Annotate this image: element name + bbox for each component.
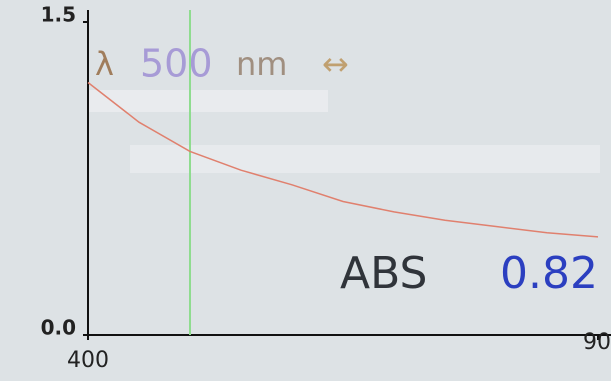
readout-value: 0.82 <box>500 248 598 299</box>
y-tick-label: 0.0 <box>41 316 76 340</box>
y-tick-label: 1.5 <box>41 3 76 27</box>
glare <box>130 145 600 173</box>
x-tick-label: 90 <box>583 330 611 355</box>
marker-value: 500 <box>140 42 213 86</box>
marker-arrow: ↔ <box>322 45 349 83</box>
marker-symbol: λ <box>95 45 114 83</box>
x-tick-label: 400 <box>67 348 109 373</box>
screen <box>0 0 611 381</box>
page: λ 500 nm ↔ ABS 0.82 0.01.540090 (() => {… <box>0 0 611 381</box>
readout-label: ABS <box>340 248 427 299</box>
marker-unit: nm <box>236 45 287 83</box>
chart: λ 500 nm ↔ ABS 0.82 0.0 1.5 400 90 <box>0 0 611 381</box>
glare <box>88 90 328 112</box>
